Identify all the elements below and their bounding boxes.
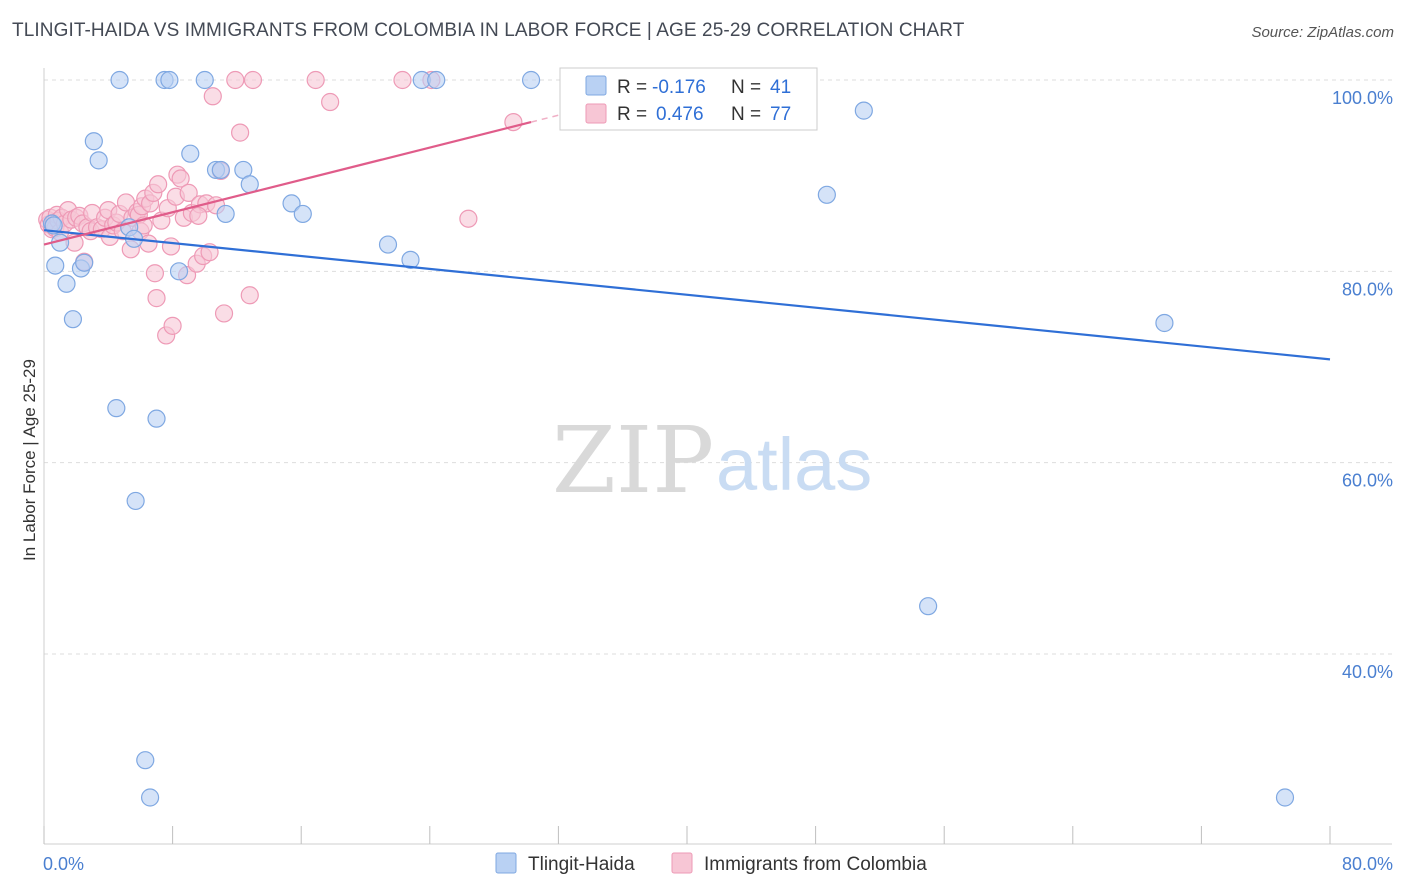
watermark: ZIP atlas — [552, 407, 872, 514]
point-colombia — [226, 70, 245, 90]
point-tlingit — [84, 132, 103, 151]
bottom-legend-swatch-tlingit — [495, 852, 517, 874]
point-colombia — [171, 169, 190, 188]
point-colombia — [203, 87, 222, 106]
point-tlingit — [107, 399, 126, 418]
legend-n-label-2: N = — [731, 104, 761, 125]
point-colombia — [179, 183, 198, 202]
point-tlingit — [521, 70, 541, 90]
point-tlingit — [211, 160, 230, 180]
bottom-legend-label-colombia: Immigrants from Colombia — [704, 854, 927, 875]
y-tick-label: 100.0% — [1332, 88, 1393, 108]
point-tlingit — [378, 235, 398, 254]
bottom-legend: Tlingit-Haida Immigrants from Colombia — [495, 852, 927, 875]
point-tlingit — [126, 491, 145, 511]
point-colombia — [161, 237, 181, 256]
y-tick-label: 60.0% — [1342, 471, 1393, 491]
legend-n-value-2: 77 — [770, 104, 791, 125]
point-tlingit — [57, 274, 76, 293]
legend-swatch-colombia — [585, 103, 607, 124]
source-credit: Source: ZipAtlas.com — [1251, 24, 1394, 41]
point-colombia — [145, 264, 165, 283]
point-tlingit — [854, 101, 873, 120]
legend-swatch-tlingit — [585, 75, 607, 96]
legend-n-label-1: N = — [731, 77, 761, 98]
watermark-atlas: atlas — [716, 423, 872, 506]
point-colombia — [306, 70, 325, 90]
point-tlingit — [401, 250, 420, 269]
x-tick-labels: 0.0% 80.0% — [43, 854, 1393, 874]
point-tlingit — [195, 70, 214, 90]
stats-legend: R = -0.176 N = 41 R = 0.476 N = 77 — [559, 67, 818, 131]
x-tick-label: 80.0% — [1342, 854, 1393, 874]
point-tlingit — [919, 597, 938, 616]
legend-r-value-2: 0.476 — [656, 104, 704, 125]
y-axis-title: In Labor Force | Age 25-29 — [20, 359, 39, 561]
point-colombia — [459, 209, 478, 228]
trend-line-colombia — [43, 121, 532, 246]
bottom-legend-swatch-colombia — [671, 852, 693, 874]
point-colombia — [147, 289, 166, 308]
point-colombia — [393, 70, 412, 90]
point-tlingit — [1275, 788, 1295, 807]
point-tlingit — [282, 194, 301, 213]
point-tlingit — [427, 70, 446, 90]
point-colombia — [240, 286, 259, 305]
point-tlingit — [63, 310, 83, 329]
point-tlingit — [136, 751, 155, 770]
point-tlingit — [160, 70, 179, 90]
point-colombia — [214, 304, 234, 323]
trend-lines — [43, 90, 1331, 361]
axes — [43, 68, 1392, 845]
point-tlingit — [140, 788, 160, 807]
point-tlingit — [1155, 313, 1174, 333]
point-tlingit — [293, 204, 312, 224]
y-tick-label: 40.0% — [1342, 662, 1393, 682]
legend-r-label-2: R = — [617, 104, 647, 125]
point-tlingit — [110, 70, 129, 90]
point-tlingit — [181, 144, 200, 163]
point-tlingit — [75, 253, 94, 272]
point-colombia — [189, 206, 208, 225]
point-tlingit — [46, 256, 65, 275]
point-tlingit — [817, 185, 836, 204]
point-tlingit — [169, 262, 189, 281]
legend-r-value-1: -0.176 — [652, 77, 706, 98]
x-tick-label: 0.0% — [43, 854, 84, 874]
point-tlingit — [216, 204, 235, 224]
bottom-legend-label-tlingit: Tlingit-Haida — [528, 854, 635, 875]
watermark-zip: ZIP — [552, 407, 714, 514]
point-colombia — [231, 123, 250, 142]
legend-r-label-1: R = — [617, 77, 647, 98]
point-colombia — [321, 92, 340, 112]
point-tlingit — [89, 151, 108, 170]
point-colombia — [163, 316, 182, 335]
y-tick-labels: 40.0% 60.0% 80.0% 100.0% — [1332, 88, 1393, 682]
chart-title: TLINGIT-HAIDA VS IMMIGRANTS FROM COLOMBI… — [12, 20, 965, 41]
point-colombia — [243, 70, 263, 90]
y-tick-label: 80.0% — [1342, 279, 1393, 299]
point-tlingit — [147, 409, 166, 428]
point-colombia — [149, 175, 168, 194]
trend-line-tlingit — [43, 229, 1331, 361]
legend-n-value-1: 41 — [770, 77, 791, 98]
series-colombia-points — [38, 70, 523, 345]
